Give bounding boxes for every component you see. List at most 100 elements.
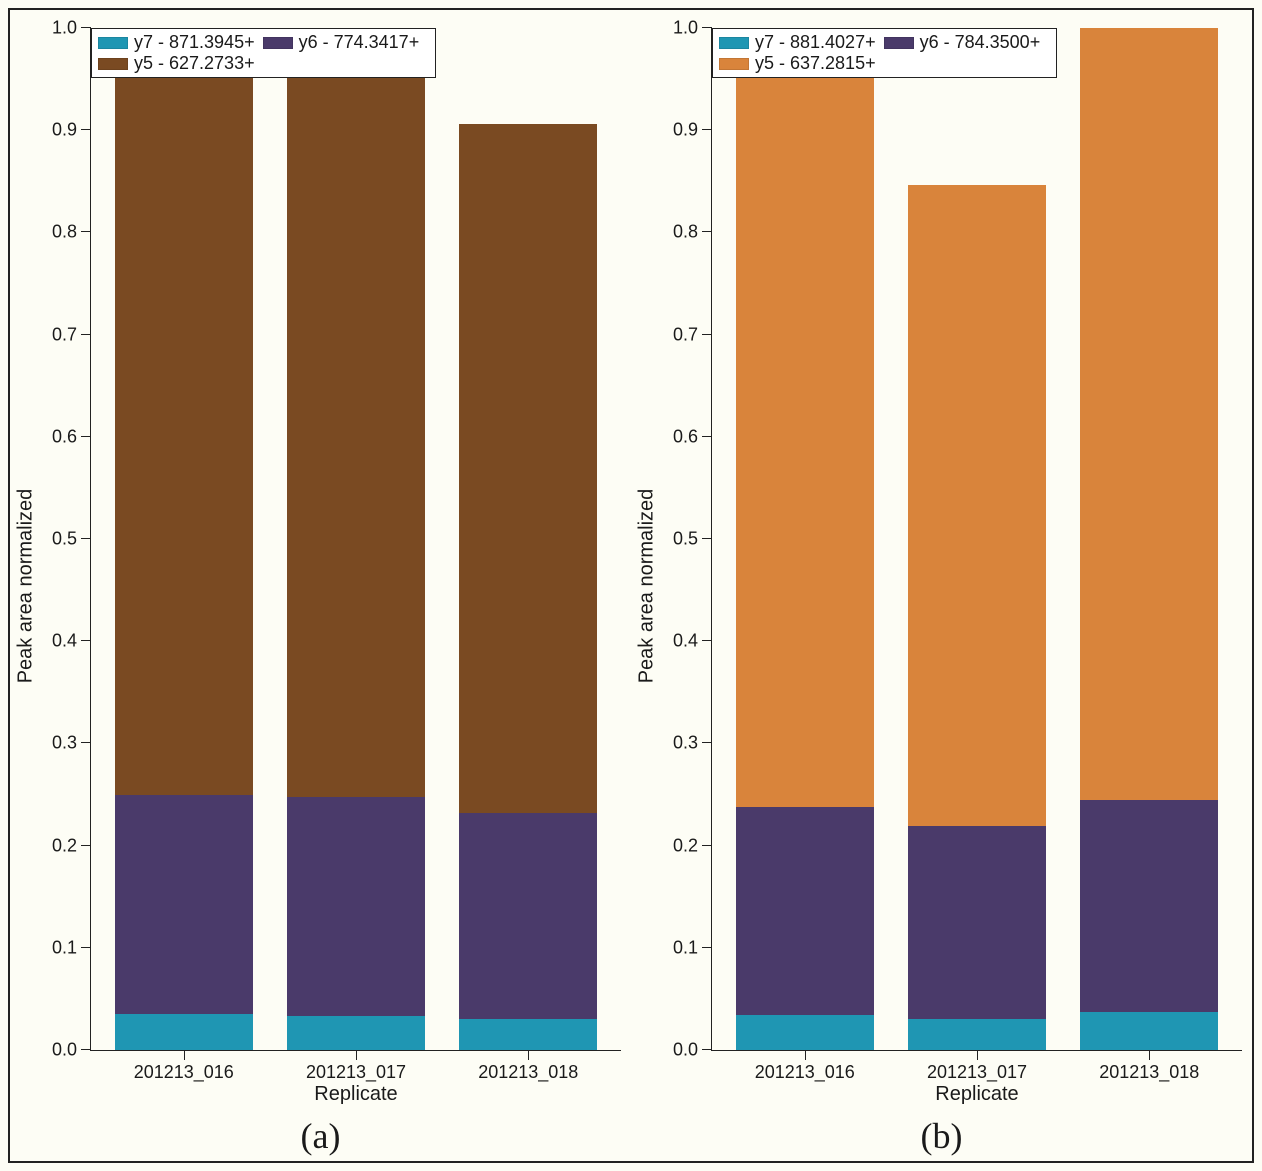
panels-container: Peak area normalized0.00.10.20.30.40.50.… <box>10 10 1252 1161</box>
bar-segment-y5 <box>908 185 1046 826</box>
figure-frame: Peak area normalized0.00.10.20.30.40.50.… <box>8 8 1254 1163</box>
y-tick-label: 0.5 <box>52 529 77 550</box>
y-tick-label: 0.6 <box>673 426 698 447</box>
bars <box>91 28 621 1050</box>
x-tick-label: 201213_017 <box>306 1062 406 1083</box>
bar-segment-y7 <box>459 1019 597 1050</box>
y-tick <box>702 640 712 641</box>
bar-segment-y7 <box>908 1019 1046 1050</box>
x-tick <box>356 1050 357 1060</box>
bar-segment-y5 <box>287 28 425 797</box>
legend-label: y6 - 774.3417+ <box>299 32 420 53</box>
legend-row: y5 - 637.2815+ <box>719 53 1048 74</box>
bar-group <box>1080 28 1218 1050</box>
y-tick <box>81 231 91 232</box>
y-tick <box>81 334 91 335</box>
bar-group <box>115 30 253 1050</box>
bar-segment-y7 <box>115 1014 253 1050</box>
x-tick <box>1149 1050 1150 1060</box>
legend-item-y7: y7 - 881.4027+ <box>719 32 876 53</box>
x-tick-label: 201213_016 <box>134 1062 234 1083</box>
y-tick-label: 0.1 <box>52 937 77 958</box>
x-axis-title: Replicate <box>935 1083 1018 1106</box>
legend-swatch <box>719 58 749 70</box>
y-tick <box>81 436 91 437</box>
bar-group <box>287 28 425 1050</box>
x-tick <box>977 1050 978 1060</box>
bar-group <box>908 110 1046 1050</box>
y-tick <box>702 947 712 948</box>
bar-segment-y6 <box>1080 800 1218 1013</box>
y-tick <box>81 129 91 130</box>
y-tick <box>702 27 712 28</box>
bar-segment-y5 <box>115 32 253 795</box>
bars <box>712 28 1242 1050</box>
y-tick <box>702 845 712 846</box>
x-tick-label: 201213_016 <box>755 1062 855 1083</box>
y-tick-label: 0.4 <box>673 631 698 652</box>
y-tick <box>702 231 712 232</box>
y-tick-label: 1.0 <box>673 18 698 39</box>
bar-segment-y6 <box>736 807 874 1014</box>
y-tick <box>81 1049 91 1050</box>
x-axis-title: Replicate <box>314 1083 397 1106</box>
bar-group <box>459 77 597 1050</box>
y-tick <box>81 742 91 743</box>
legend-swatch <box>719 37 749 49</box>
legend-item-y6: y6 - 774.3417+ <box>263 32 420 53</box>
y-tick-label: 0.9 <box>673 120 698 141</box>
y-axis-title: Peak area normalized <box>15 488 38 683</box>
y-tick-label: 0.9 <box>52 120 77 141</box>
y-tick-label: 0.4 <box>52 631 77 652</box>
plot-area: 0.00.10.20.30.40.50.60.70.80.91.0201213_… <box>90 28 621 1051</box>
y-tick-label: 0.0 <box>673 1040 698 1061</box>
legend-item-y5: y5 - 627.2733+ <box>98 53 255 74</box>
y-tick <box>81 947 91 948</box>
bar-segment-y5 <box>459 124 597 813</box>
y-tick-label: 0.8 <box>673 222 698 243</box>
y-tick <box>702 129 712 130</box>
y-tick-label: 0.5 <box>673 529 698 550</box>
plot-area: 0.00.10.20.30.40.50.60.70.80.91.0201213_… <box>711 28 1242 1051</box>
legend-label: y5 - 627.2733+ <box>134 53 255 74</box>
legend-label: y7 - 871.3945+ <box>134 32 255 53</box>
panel-caption: (b) <box>921 1115 963 1157</box>
legend-swatch <box>98 37 128 49</box>
legend-swatch <box>263 37 293 49</box>
bar-segment-y6 <box>908 826 1046 1019</box>
panel-caption: (a) <box>301 1115 341 1157</box>
legend-row: y5 - 627.2733+ <box>98 53 427 74</box>
y-tick <box>81 640 91 641</box>
y-tick-label: 0.3 <box>673 733 698 754</box>
panel-a: Peak area normalized0.00.10.20.30.40.50.… <box>10 10 631 1161</box>
y-tick-label: 0.6 <box>52 426 77 447</box>
bar-segment-y5 <box>736 48 874 807</box>
y-tick-label: 0.7 <box>673 324 698 345</box>
y-tick-label: 0.2 <box>673 835 698 856</box>
x-tick-label: 201213_018 <box>478 1062 578 1083</box>
x-tick-label: 201213_018 <box>1099 1062 1199 1083</box>
y-tick-label: 0.2 <box>52 835 77 856</box>
legend-item-y6: y6 - 784.3500+ <box>884 32 1041 53</box>
x-tick-label: 201213_017 <box>927 1062 1027 1083</box>
bar-segment-y6 <box>459 813 597 1019</box>
y-tick-label: 0.0 <box>52 1040 77 1061</box>
y-tick <box>702 538 712 539</box>
bar-segment-y5 <box>1080 28 1218 800</box>
y-tick-label: 1.0 <box>52 18 77 39</box>
legend-swatch <box>884 37 914 49</box>
bar-segment-y6 <box>287 797 425 1017</box>
y-tick <box>81 538 91 539</box>
legend-label: y7 - 881.4027+ <box>755 32 876 53</box>
bar-segment-y7 <box>287 1016 425 1050</box>
legend-label: y5 - 637.2815+ <box>755 53 876 74</box>
y-tick <box>702 334 712 335</box>
bar-group <box>736 38 874 1050</box>
legend-label: y6 - 784.3500+ <box>920 32 1041 53</box>
y-tick-label: 0.3 <box>52 733 77 754</box>
y-tick <box>81 27 91 28</box>
bar-segment-y7 <box>1080 1012 1218 1050</box>
x-tick <box>528 1050 529 1060</box>
x-tick <box>805 1050 806 1060</box>
legend-item-y7: y7 - 871.3945+ <box>98 32 255 53</box>
